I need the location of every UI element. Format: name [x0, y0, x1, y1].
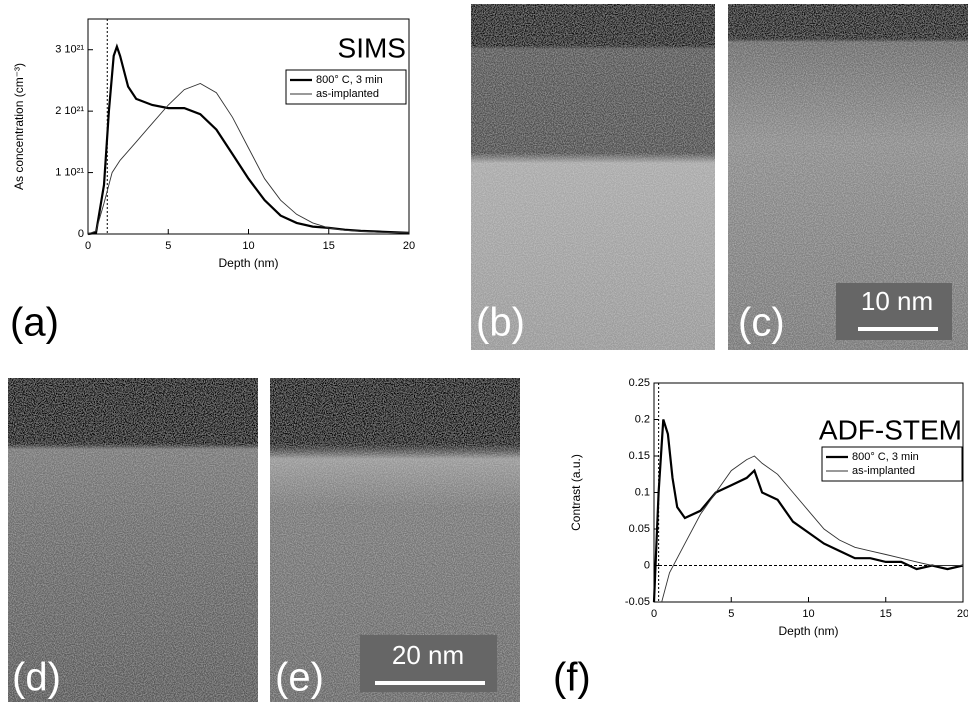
panel-label: (e) [275, 656, 324, 700]
panel-label: (c) [738, 301, 785, 345]
y-tick-label: 1 10²¹ [55, 166, 84, 178]
x-tick-label: 20 [957, 608, 968, 620]
series-line [88, 84, 409, 235]
micrograph [8, 378, 258, 702]
x-axis-label: Depth (nm) [218, 256, 278, 270]
x-tick-label: 5 [728, 608, 734, 620]
x-tick-label: 20 [403, 240, 415, 252]
y-tick-label: 0.15 [629, 450, 650, 462]
chart-title: SIMS [338, 32, 406, 63]
y-tick-label: 3 10²¹ [55, 44, 84, 56]
y-tick-label: -0.05 [625, 596, 650, 608]
panel-label: (f) [553, 656, 591, 700]
y-tick-label: 0.1 [635, 486, 650, 498]
y-tick-label: 0 [78, 228, 84, 240]
x-tick-label: 0 [651, 608, 657, 620]
x-tick-label: 10 [802, 608, 814, 620]
panel-label: (d) [12, 656, 61, 700]
x-tick-label: 10 [242, 240, 254, 252]
legend-label: 800° C, 3 min [316, 74, 383, 86]
legend-label: 800° C, 3 min [852, 451, 919, 463]
x-tick-label: 15 [323, 240, 335, 252]
legend-label: as-implanted [316, 88, 379, 100]
panel-label: (a) [10, 301, 59, 345]
x-tick-label: 5 [165, 240, 171, 252]
x-tick-label: 0 [85, 240, 91, 252]
y-tick-label: 0.2 [635, 413, 650, 425]
panel-label: (b) [476, 301, 525, 345]
scale-label: 20 nm [392, 640, 464, 670]
y-tick-label: 0.25 [629, 377, 650, 389]
page: 10 nm 20 nm (a) (b) (c) (d) (e) (f) 0 1 1… [0, 0, 968, 702]
legend-label: as-implanted [852, 465, 915, 477]
y-tick-label: 2 10²¹ [55, 105, 84, 117]
y-tick-label: 0.05 [629, 523, 650, 535]
x-axis-label: Depth (nm) [778, 624, 838, 638]
chart-title: ADF-STEM [819, 414, 962, 445]
x-tick-label: 15 [880, 608, 892, 620]
y-axis-label: Contrast (a.u.) [569, 454, 583, 531]
y-axis-label: As concentration (cm⁻³) [12, 63, 26, 190]
figure: 10 nm 20 nm (a) (b) (c) (d) (e) (f) 0 1 1… [0, 0, 968, 702]
scale-label: 10 nm [861, 286, 933, 316]
micrograph [471, 4, 715, 350]
y-tick-label: 0 [644, 559, 650, 571]
